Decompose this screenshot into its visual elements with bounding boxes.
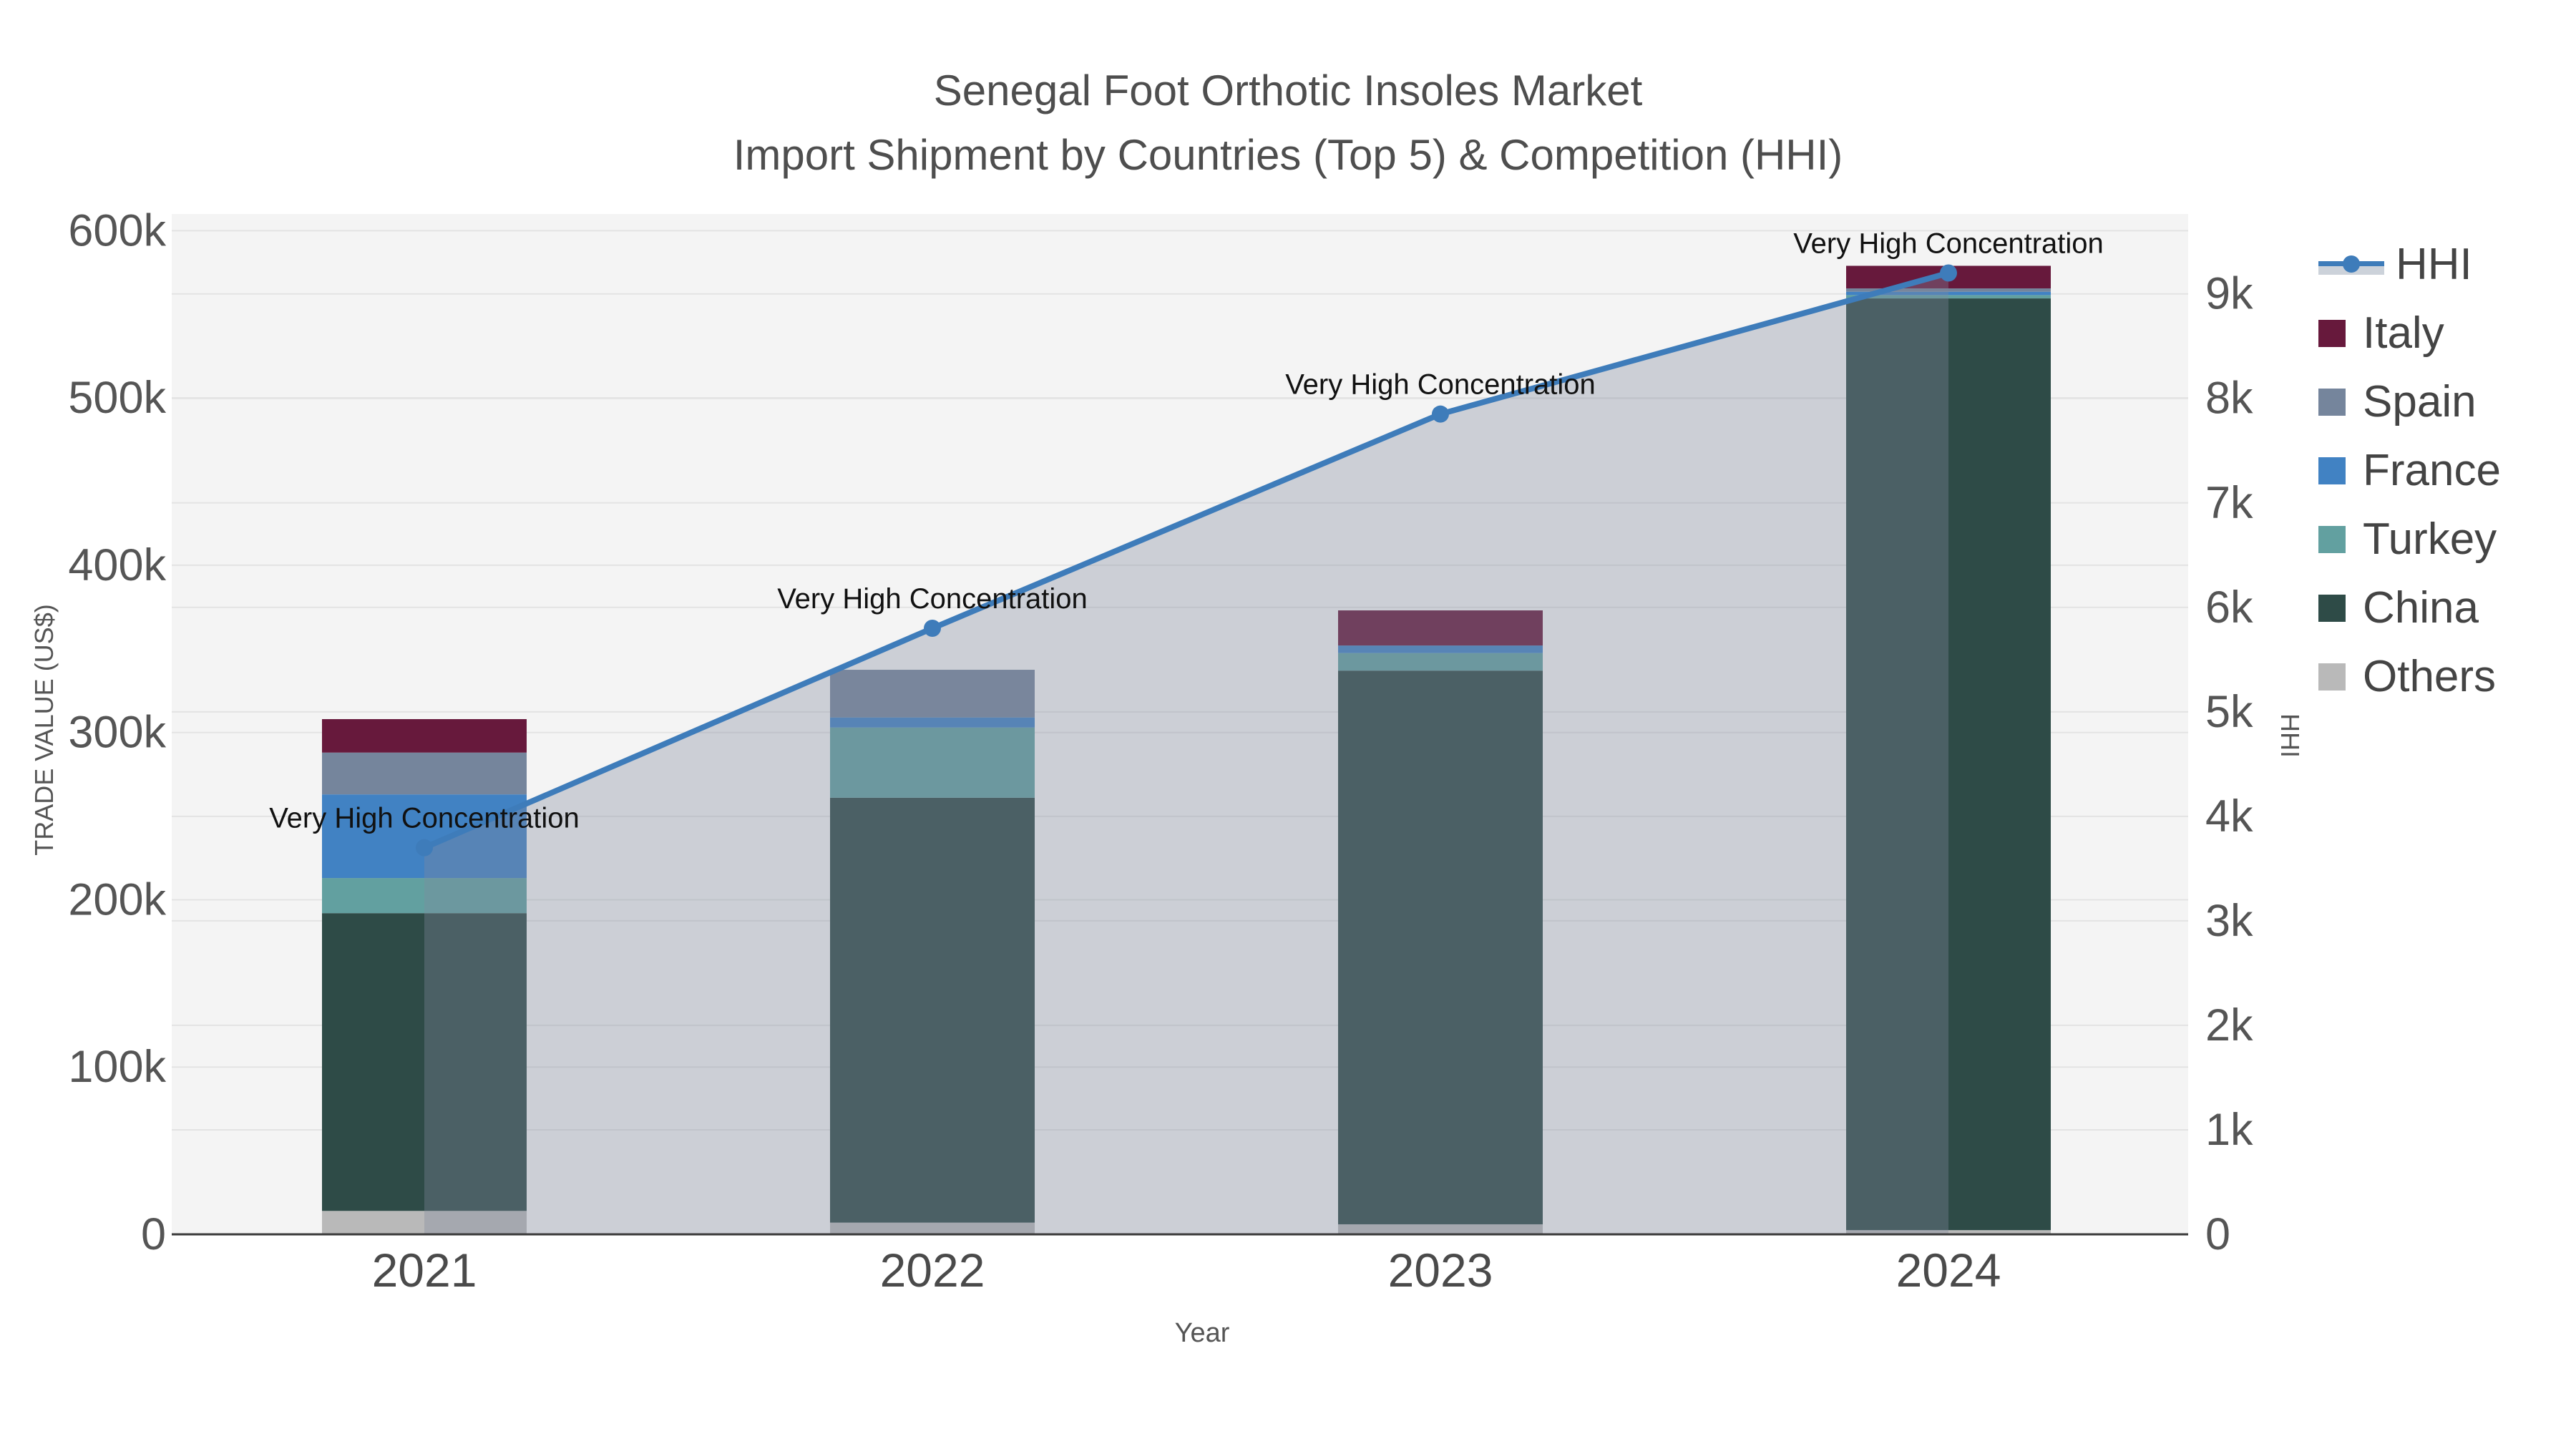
x-tick-2023: 2023 xyxy=(1388,1244,1493,1297)
y-left-axis-title: TRADE VALUE (US$) xyxy=(29,604,59,856)
bar-segment-turkey-2024[interactable] xyxy=(1846,295,2051,299)
bar-segment-spain-2022[interactable] xyxy=(830,670,1035,718)
bar-segment-spain-2021[interactable] xyxy=(322,752,527,795)
bar-segment-china-2022[interactable] xyxy=(830,797,1035,1223)
bar-segment-france-2023[interactable] xyxy=(1338,645,1543,653)
y-right-tick-0: 0 xyxy=(2205,1209,2230,1259)
y-left-tick-300k: 300k xyxy=(68,708,166,758)
y-right-tick-4k: 4k xyxy=(2205,791,2253,841)
hhi-marker-2024[interactable] xyxy=(1940,264,1957,282)
annotation-2021: Very High Concentration xyxy=(269,803,580,834)
bar-segment-france-2022[interactable] xyxy=(830,717,1035,728)
legend-hhi-line-swatch-icon xyxy=(2318,249,2384,280)
bar-segment-others-2024[interactable] xyxy=(1846,1230,2051,1234)
legend-label-turkey: Turkey xyxy=(2363,514,2497,564)
legend-item-spain[interactable]: Spain xyxy=(2318,368,2501,436)
chart-title-line2: Import Shipment by Countries (Top 5) & C… xyxy=(733,131,1843,179)
bar-segment-france-2021[interactable] xyxy=(322,794,527,879)
legend-swatch-turkey-icon xyxy=(2318,526,2346,553)
legend-item-italy[interactable]: Italy xyxy=(2318,299,2501,368)
y-right-tick-7k: 7k xyxy=(2205,478,2253,528)
legend-label-others: Others xyxy=(2363,652,2497,701)
legend-item-others[interactable]: Others xyxy=(2318,643,2501,711)
bar-segment-others-2023[interactable] xyxy=(1338,1224,1543,1234)
y-right-tick-8k: 8k xyxy=(2205,374,2253,424)
bar-segment-turkey-2023[interactable] xyxy=(1338,653,1543,671)
y-right-tick-2k: 2k xyxy=(2205,1000,2253,1050)
y-left-tick-200k: 200k xyxy=(68,874,166,924)
legend-swatch-others-icon xyxy=(2318,663,2346,691)
y-left-tick-100k: 100k xyxy=(68,1042,166,1092)
x-tick-2021: 2021 xyxy=(372,1244,477,1297)
legend-item-hhi[interactable]: HHI xyxy=(2318,230,2501,299)
legend-item-turkey[interactable]: Turkey xyxy=(2318,505,2501,574)
legend-label-hhi: HHI xyxy=(2396,240,2472,289)
bar-segment-china-2024[interactable] xyxy=(1846,298,2051,1231)
legend-label-china: China xyxy=(2363,583,2479,633)
y-left-tick-400k: 400k xyxy=(68,540,166,590)
legend-item-china[interactable]: China xyxy=(2318,574,2501,643)
x-tick-2022: 2022 xyxy=(880,1244,985,1297)
legend-swatch-france-icon xyxy=(2318,457,2346,484)
hhi-marker-2021[interactable] xyxy=(416,839,433,857)
bar-segment-china-2023[interactable] xyxy=(1338,670,1543,1224)
y-left-tick-0: 0 xyxy=(141,1209,166,1259)
y-right-axis-title: HHI xyxy=(2275,713,2305,758)
bar-segment-others-2021[interactable] xyxy=(322,1211,527,1234)
y-right-tick-9k: 9k xyxy=(2205,269,2253,319)
bar-segment-china-2021[interactable] xyxy=(322,913,527,1211)
annotation-2024: Very High Concentration xyxy=(1793,228,2104,260)
annotation-2023: Very High Concentration xyxy=(1285,369,1596,401)
hhi-marker-2023[interactable] xyxy=(1432,405,1449,423)
y-right-tick-3k: 3k xyxy=(2205,896,2253,946)
legend-swatch-spain-icon xyxy=(2318,389,2346,416)
legend-label-france: France xyxy=(2363,446,2501,495)
hhi-marker-2022[interactable] xyxy=(924,620,941,638)
legend-swatch-china-icon xyxy=(2318,595,2346,622)
chart-title-line1: Senegal Foot Orthotic Insoles Market xyxy=(933,67,1643,114)
bar-segment-france-2024[interactable] xyxy=(1846,291,2051,296)
bar-segment-spain-2024[interactable] xyxy=(1846,288,2051,292)
annotation-2022: Very High Concentration xyxy=(777,583,1088,615)
legend: HHI Italy Spain France Turkey China Others xyxy=(2318,230,2501,711)
bar-segment-turkey-2021[interactable] xyxy=(322,878,527,914)
bar-segment-italy-2023[interactable] xyxy=(1338,610,1543,646)
y-right-tick-5k: 5k xyxy=(2205,687,2253,737)
y-left-tick-500k: 500k xyxy=(68,373,166,423)
hhi-line[interactable] xyxy=(423,270,1950,851)
bar-segment-italy-2021[interactable] xyxy=(322,718,527,753)
y-right-tick-1k: 1k xyxy=(2205,1105,2253,1155)
x-tick-2024: 2024 xyxy=(1896,1244,2001,1297)
y-left-tick-600k: 600k xyxy=(68,205,166,255)
legend-hhi-dotpart xyxy=(2343,255,2360,273)
bar-segment-turkey-2022[interactable] xyxy=(830,727,1035,798)
legend-item-france[interactable]: France xyxy=(2318,436,2501,505)
y-right-tick-6k: 6k xyxy=(2205,582,2253,633)
legend-label-italy: Italy xyxy=(2363,308,2444,358)
legend-label-spain: Spain xyxy=(2363,377,2477,426)
bar-segment-others-2022[interactable] xyxy=(830,1222,1035,1234)
legend-swatch-italy-icon xyxy=(2318,320,2346,347)
hhi-area-fill xyxy=(424,273,1948,1234)
x-axis-title: Year xyxy=(1174,1318,1230,1348)
